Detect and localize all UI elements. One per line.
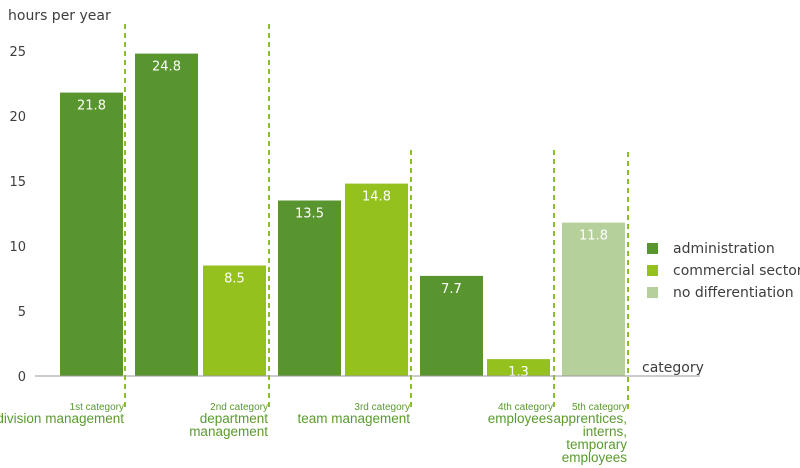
bar-value-label: 21.8 xyxy=(77,99,106,114)
category-name: department xyxy=(200,411,269,426)
y-axis-ticks: 0 5 10 15 20 25 xyxy=(9,45,26,385)
x-axis-label: category xyxy=(642,360,704,376)
y-tick-label: 15 xyxy=(9,175,26,190)
bar-value-label: 7.7 xyxy=(441,282,462,297)
legend-swatch xyxy=(647,265,658,276)
legend-swatch xyxy=(647,243,658,254)
category-name: division management xyxy=(0,411,124,426)
category-name: employees xyxy=(488,411,554,426)
category-name: temporary xyxy=(566,437,627,452)
bar xyxy=(135,53,198,376)
bar xyxy=(562,222,625,376)
legend-swatch xyxy=(647,287,658,298)
legend-label: no differentiation xyxy=(673,285,794,301)
y-tick-label: 25 xyxy=(9,45,26,60)
y-axis-label: hours per year xyxy=(8,8,111,24)
bar xyxy=(345,183,408,376)
category-name: management xyxy=(189,424,268,439)
legend: administration commercial sector no differ… xyxy=(647,241,800,301)
y-tick-label: 20 xyxy=(9,110,26,125)
legend-label: administration xyxy=(673,241,775,257)
y-tick-label: 5 xyxy=(18,305,26,320)
bar-value-label: 8.5 xyxy=(224,272,245,287)
bar xyxy=(487,359,550,376)
category-name: interns, xyxy=(583,424,627,439)
legend-label: commercial sector xyxy=(673,263,800,279)
y-tick-label: 10 xyxy=(9,240,26,255)
bar-value-label: 1,3 xyxy=(508,365,529,380)
category-title: 1st category xyxy=(70,402,124,413)
category-name: team management xyxy=(297,411,410,426)
bars: 21.8 24.8 8.5 13.5 14.8 7.7 1,3 11.8 xyxy=(60,53,625,380)
bar-value-label: 11.8 xyxy=(579,229,608,244)
category-name: employees xyxy=(562,450,628,465)
bar-value-label: 24.8 xyxy=(152,60,181,75)
bar xyxy=(203,265,266,376)
category-title: 2nd category xyxy=(210,402,268,413)
bar xyxy=(420,275,483,376)
bar-value-label: 14.8 xyxy=(362,190,391,205)
category-title: 4th category xyxy=(498,402,553,413)
category-name: apprentices, xyxy=(553,411,627,426)
bar-value-label: 13.5 xyxy=(295,207,324,222)
y-tick-label: 0 xyxy=(18,370,26,385)
bar xyxy=(278,200,341,376)
category-dividers xyxy=(124,24,629,410)
category-title: 3rd category xyxy=(354,402,410,413)
bar xyxy=(60,92,123,376)
category-title: 5th category xyxy=(572,402,627,413)
